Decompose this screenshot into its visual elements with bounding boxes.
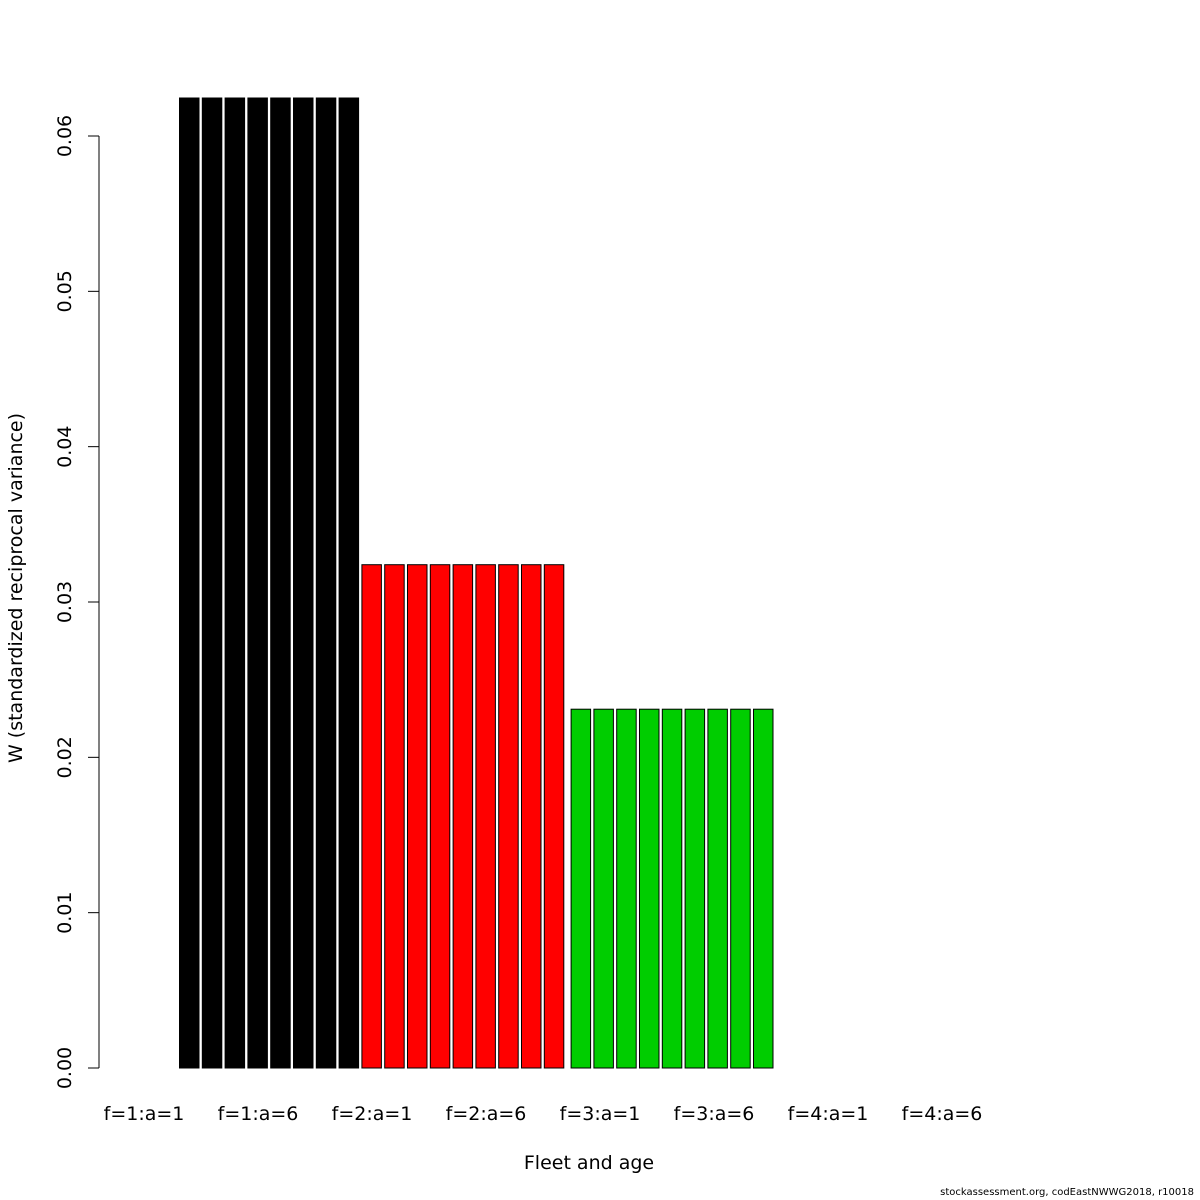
bar [593, 708, 614, 1069]
bar [543, 564, 565, 1069]
bar [684, 708, 706, 1069]
x-tick-label: f=1:a=6 [218, 1103, 299, 1125]
y-tick-label: 0.04 [54, 426, 76, 468]
x-tick-label: f=2:a=1 [332, 1103, 413, 1125]
y-tick-label: 0.06 [54, 115, 76, 157]
y-tick-label: 0.03 [54, 581, 76, 623]
bar [179, 97, 200, 1069]
bar [521, 564, 542, 1069]
x-tick-label: f=3:a=1 [560, 1103, 641, 1125]
bar [639, 708, 660, 1069]
bar [707, 708, 728, 1069]
y-tick-label: 0.00 [54, 1047, 76, 1089]
bar [315, 97, 337, 1069]
bar [247, 97, 268, 1069]
bar [475, 564, 496, 1069]
bars [179, 97, 774, 1069]
x-tick-label: f=4:a=6 [902, 1103, 983, 1125]
y-axis: 0.00 0.01 0.02 0.03 0.04 0.05 0.06 [54, 115, 100, 1089]
x-tick-label: f=2:a=6 [446, 1103, 527, 1125]
bar [201, 97, 223, 1069]
x-tick-label: f=4:a=1 [788, 1103, 869, 1125]
y-tick-label: 0.05 [54, 270, 76, 312]
x-tick-label: f=1:a=1 [104, 1103, 185, 1125]
bar [616, 708, 637, 1069]
bar [730, 708, 751, 1069]
bar [293, 97, 314, 1069]
x-tick-labels: f=1:a=1 f=1:a=6 f=2:a=1 f=2:a=6 f=3:a=1 f=3:a… [104, 1103, 983, 1125]
bar [452, 564, 474, 1069]
x-tick-label: f=3:a=6 [674, 1103, 755, 1125]
bar [753, 708, 774, 1069]
bar [407, 564, 428, 1069]
bar [661, 708, 683, 1069]
bar [224, 97, 246, 1069]
y-tick-label: 0.02 [54, 736, 76, 778]
bar [361, 564, 382, 1069]
bar [498, 564, 519, 1069]
bar [429, 564, 451, 1069]
bar [570, 708, 592, 1069]
bar [338, 97, 360, 1069]
y-tick-label: 0.01 [54, 892, 76, 934]
credit-text: stockassessment.org, codEastNWWG2018, r1… [940, 1187, 1194, 1198]
x-axis-title: Fleet and age [524, 1152, 654, 1174]
bar [270, 97, 291, 1069]
y-axis-title: W (standardized reciprocal variance) [5, 413, 27, 763]
bar [384, 564, 405, 1069]
